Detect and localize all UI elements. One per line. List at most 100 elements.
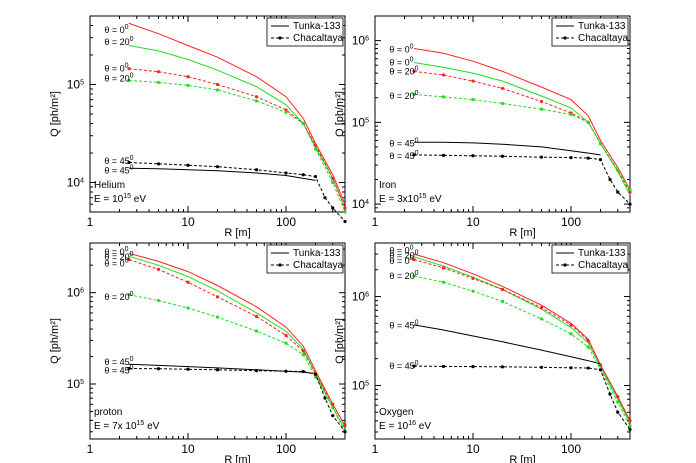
theta-annotation: θ = 450 <box>104 155 133 166</box>
data-point <box>628 419 632 423</box>
theta-annotation: θ = 00 <box>389 244 413 255</box>
data-point <box>500 86 505 91</box>
data-point <box>254 329 259 333</box>
data-point <box>500 299 505 304</box>
data-point <box>500 101 505 106</box>
data-point <box>608 177 612 182</box>
data-point <box>284 171 288 175</box>
data-point <box>569 156 573 160</box>
data-point <box>628 202 632 206</box>
data-point <box>313 174 318 179</box>
series-tunka-theta20 <box>413 256 631 424</box>
data-point <box>215 315 220 319</box>
y-tick-label: 105 <box>67 377 84 391</box>
data-point <box>586 120 590 124</box>
data-point <box>343 206 347 210</box>
legend-chacaltaya-marker <box>563 36 567 40</box>
data-point <box>500 365 505 369</box>
data-point <box>569 332 573 336</box>
data-point <box>628 424 632 428</box>
theta-annotation: θ = 450 <box>104 356 133 367</box>
theta-annotation: θ = 00 <box>104 246 128 257</box>
data-point <box>586 366 590 370</box>
data-point <box>215 165 220 169</box>
energy-label: E = 3x1015 eV <box>379 193 442 205</box>
data-point <box>313 375 318 379</box>
data-point <box>586 338 590 343</box>
data-point <box>156 70 161 74</box>
energy-label: E = 1015 eV <box>94 193 146 205</box>
legend-chacaltaya-label: Chacaltaya <box>293 260 343 271</box>
data-point <box>441 95 446 99</box>
legend-box <box>551 17 629 47</box>
data-point <box>313 372 318 376</box>
legend-chacaltaya-label: Chacaltaya <box>578 260 628 271</box>
x-axis-label: R [m] <box>509 454 535 463</box>
y-tick-label: 106 <box>352 290 369 304</box>
particle-label: Iron <box>379 180 396 191</box>
data-point <box>186 83 190 87</box>
data-point <box>323 396 327 400</box>
data-point <box>412 274 416 278</box>
x-tick-label: 1 <box>372 215 379 229</box>
data-point <box>301 352 305 357</box>
data-point <box>127 67 131 71</box>
data-point <box>313 143 318 147</box>
data-point <box>301 121 305 126</box>
data-point <box>441 153 446 157</box>
series-tunka-theta20 <box>413 62 631 196</box>
series-chacaltaya-theta0 <box>128 259 346 426</box>
legend-tunka-label: Tunka-133 <box>578 248 626 259</box>
data-point <box>343 219 347 224</box>
data-point <box>156 80 161 85</box>
theta-annotation: θ = 200 <box>104 291 133 302</box>
legend-box <box>266 244 344 274</box>
data-point <box>323 196 327 200</box>
y-tick-label: 105 <box>352 378 369 392</box>
theta-annotation: θ = 00 <box>389 255 413 266</box>
series-tunka-theta45 <box>413 324 601 365</box>
data-point <box>441 364 446 368</box>
theta-annotation: θ = 00 <box>389 43 413 54</box>
series-tunka-theta45 <box>128 167 316 181</box>
data-point <box>156 367 161 371</box>
data-point <box>186 367 190 371</box>
data-point <box>156 162 161 166</box>
data-point <box>616 400 620 404</box>
x-tick-label: 1 <box>87 442 94 456</box>
data-point <box>412 258 416 262</box>
theta-annotation: θ = 200 <box>389 249 418 260</box>
data-point <box>539 99 544 104</box>
data-point <box>127 78 131 83</box>
x-axis-label: R [m] <box>224 454 250 463</box>
theta-annotation: θ = 200 <box>104 73 133 84</box>
data-point <box>254 99 259 103</box>
y-axis-label: Q [ph/m²] <box>49 318 61 364</box>
series-tunka-theta20 <box>128 45 346 209</box>
data-point <box>628 427 632 432</box>
data-point <box>331 402 335 406</box>
data-point <box>471 364 475 369</box>
data-point <box>186 280 190 284</box>
data-point <box>127 160 131 165</box>
data-point <box>628 190 632 194</box>
data-point <box>412 364 416 368</box>
data-point <box>471 97 475 102</box>
data-point <box>284 341 288 345</box>
data-point <box>539 365 544 369</box>
y-axis-label: Q [ph/m²] <box>334 91 346 137</box>
data-point <box>215 368 220 372</box>
data-point <box>254 95 259 99</box>
legend-tunka-label: Tunka-133 <box>293 21 341 32</box>
data-point <box>331 176 335 181</box>
data-point <box>254 168 259 172</box>
series-tunka-theta0 <box>128 252 346 426</box>
data-point <box>471 289 475 293</box>
y-tick-label: 106 <box>67 286 84 300</box>
energy-label: E = 7x 1015 eV <box>94 420 160 432</box>
data-point <box>331 406 335 410</box>
series-chacaltaya-theta20 <box>128 294 346 433</box>
